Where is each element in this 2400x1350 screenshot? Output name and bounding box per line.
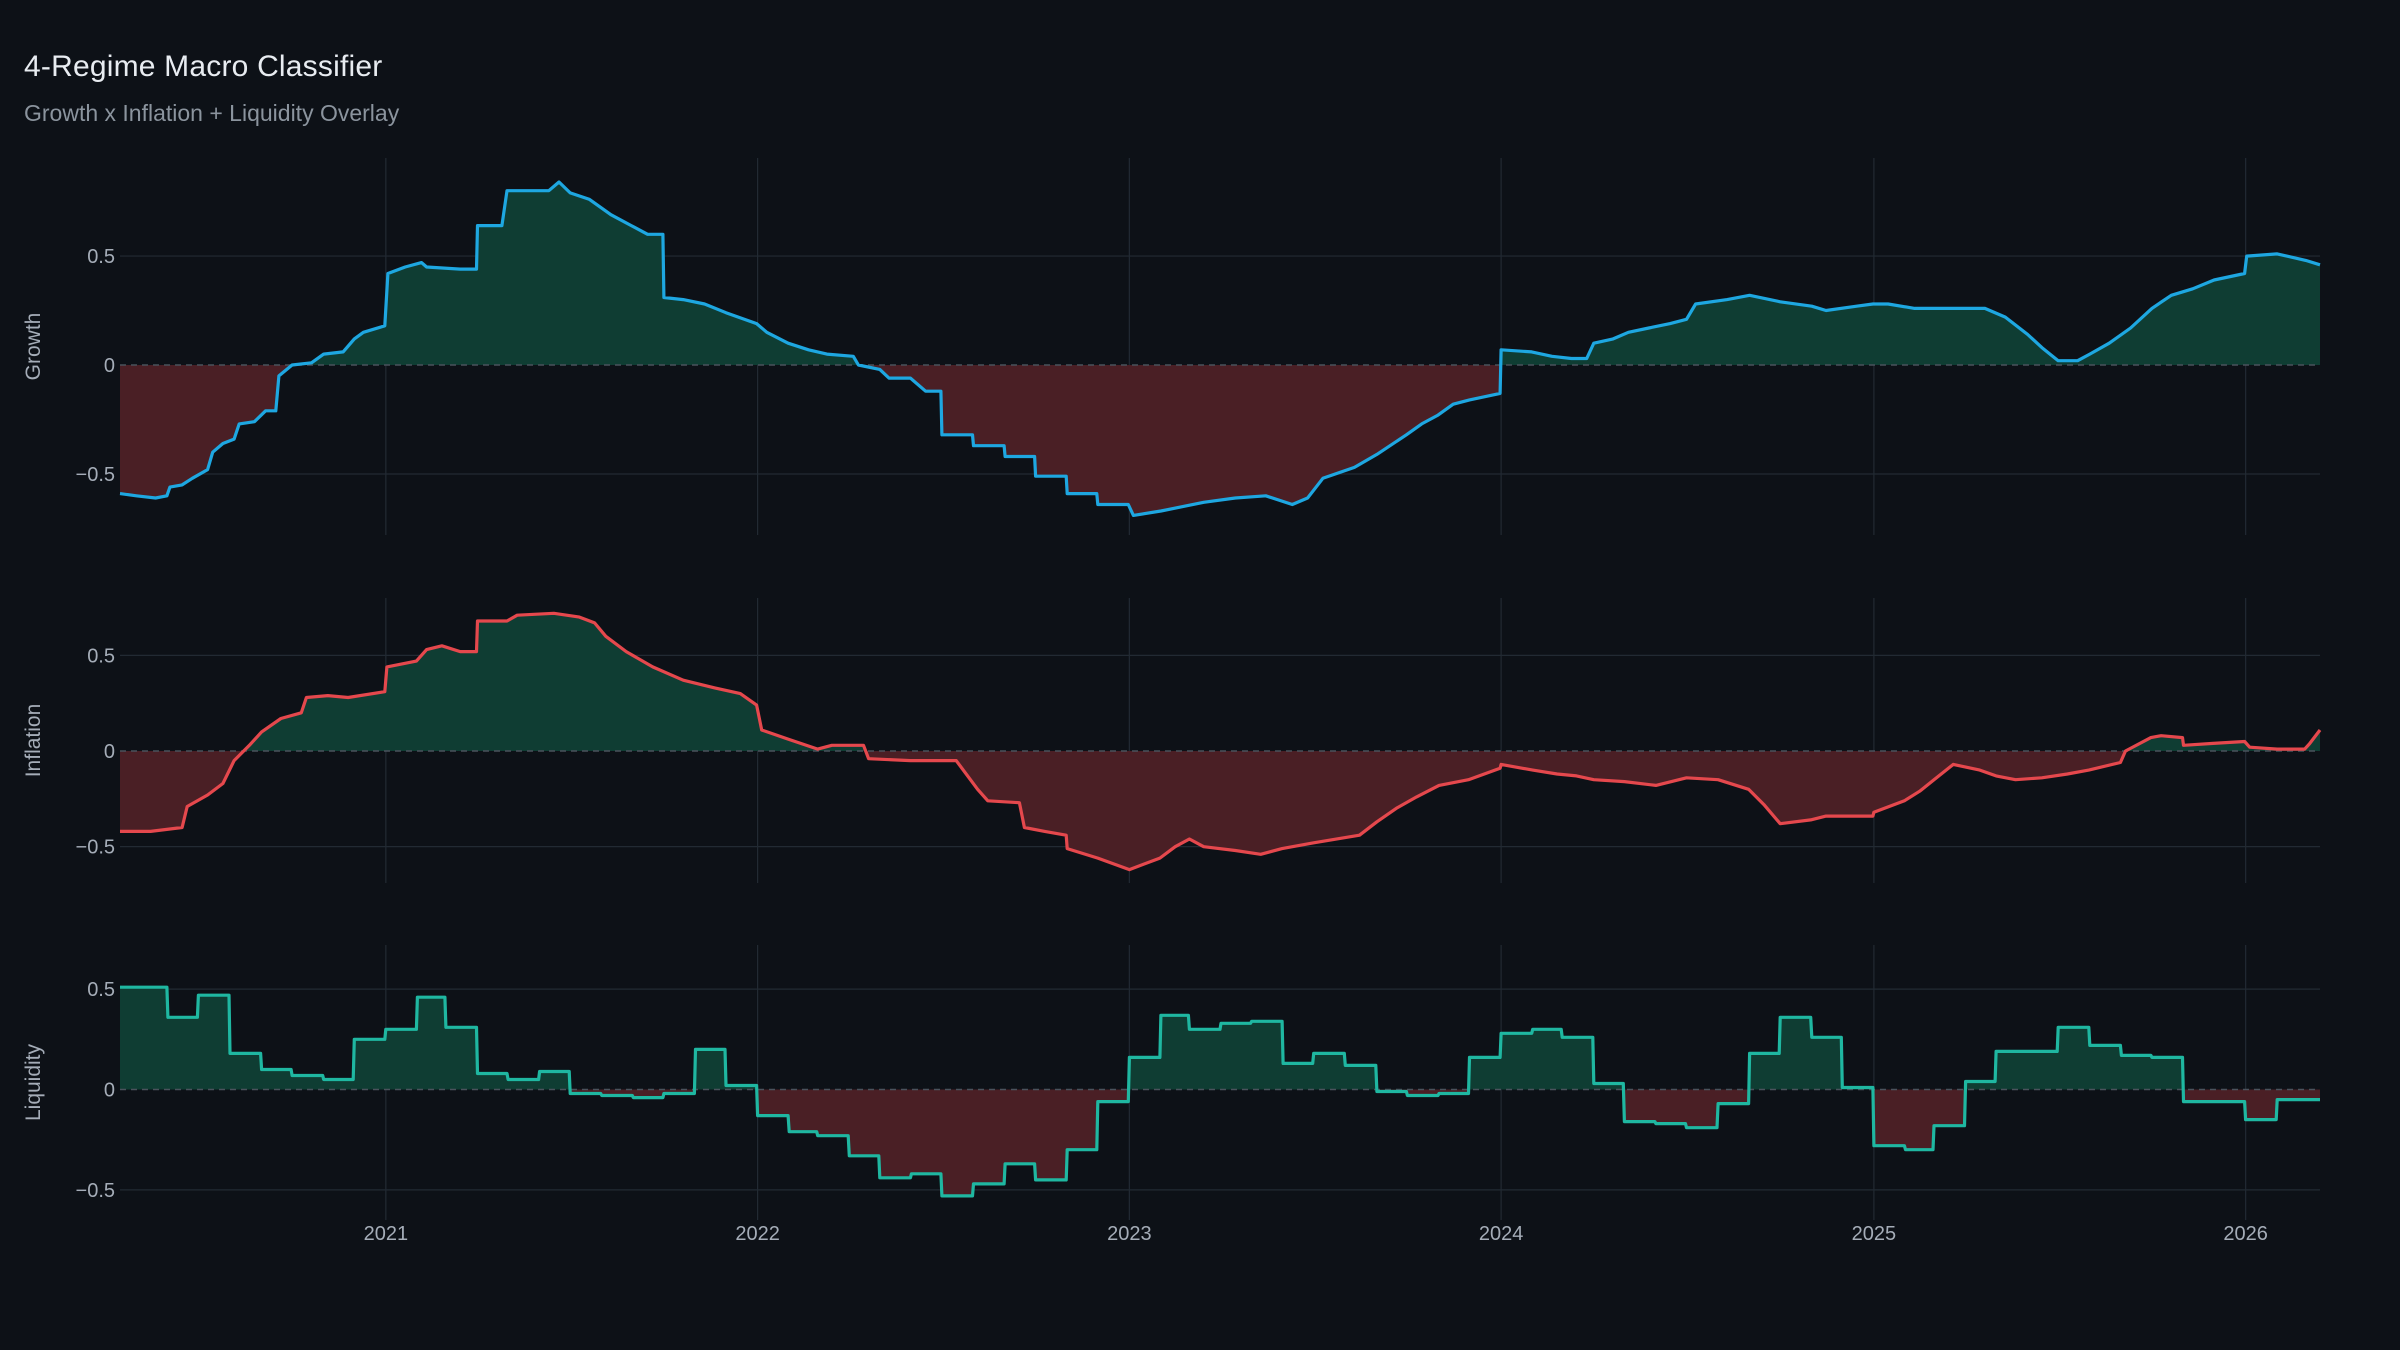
liquidity-ytick-label: 0	[104, 1080, 115, 1102]
inflation-ytick-label: 0	[104, 741, 115, 763]
liquidity-panel: −0.5 0 0.5 Liquidity 2021 2022 2023 2024 2025 202…	[22, 945, 2320, 1245]
x-tick-label: 2023	[1107, 1223, 1152, 1245]
growth-positive-area	[120, 182, 2320, 366]
inflation-ytick-label: 0.5	[87, 645, 115, 667]
liquidity-ytick-label: 0.5	[87, 979, 115, 1001]
x-tick-label: 2024	[1479, 1223, 1524, 1245]
liquidity-series-line	[120, 985, 2320, 1198]
x-tick-label: 2025	[1852, 1223, 1897, 1245]
growth-ytick-label: 0	[104, 355, 115, 377]
liquidity-negative-area	[570, 1089, 2320, 1196]
growth-negative-area	[120, 365, 1501, 516]
inflation-positive-area	[120, 613, 2320, 752]
growth-series-line	[119, 180, 2321, 517]
inflation-axis-label: Inflation	[22, 704, 45, 778]
liquidity-positive-area	[120, 987, 2320, 1090]
x-tick-label: 2026	[2223, 1223, 2268, 1245]
growth-axis-label: Growth	[22, 313, 45, 381]
inflation-series-line	[120, 611, 2322, 872]
x-tick-label: 2021	[364, 1223, 409, 1245]
growth-panel: −0.5 0 0.5 Growth	[22, 158, 2321, 535]
liquidity-ytick-label: −0.5	[76, 1180, 115, 1202]
chart-title: 4-Regime Macro Classifier	[24, 50, 383, 83]
liquidity-axis-label: Liquidity	[22, 1043, 45, 1121]
growth-ytick-label: 0.5	[87, 246, 115, 268]
inflation-ytick-label: −0.5	[76, 837, 115, 859]
chart-subtitle: Growth x Inflation + Liquidity Overlay	[24, 100, 400, 126]
growth-ytick-label: −0.5	[76, 464, 115, 486]
inflation-panel: −0.5 0 0.5 Inflation	[22, 598, 2322, 883]
x-tick-label: 2022	[735, 1223, 780, 1245]
